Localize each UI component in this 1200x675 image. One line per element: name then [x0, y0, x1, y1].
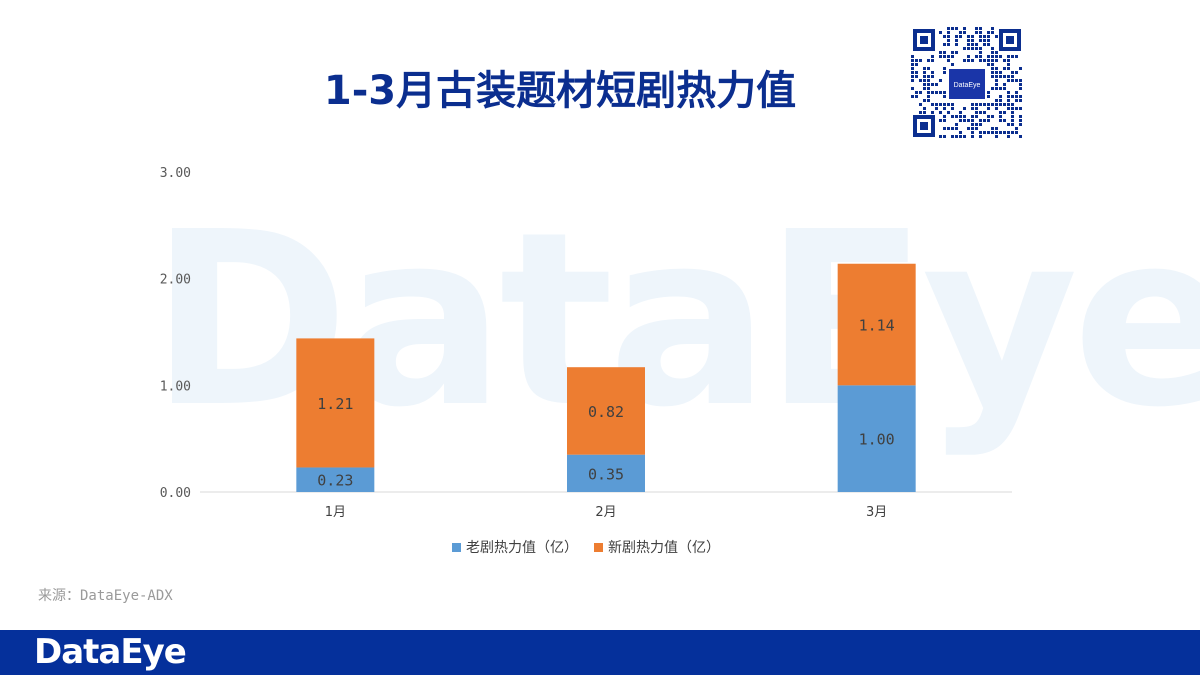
data-label: 1.00	[859, 431, 895, 449]
data-label: 0.82	[588, 403, 624, 421]
x-tick-label: 2月	[595, 505, 616, 520]
y-tick-label: 0.00	[160, 486, 191, 501]
data-label: 0.23	[317, 472, 353, 490]
x-tick-label: 3月	[866, 505, 887, 520]
page-title: 1-3月古装题材短剧热力值	[323, 68, 797, 114]
footer-bar: DataEye	[0, 630, 1200, 675]
bar-segment	[837, 385, 916, 492]
x-axis: 1月 2月 3月	[325, 505, 888, 520]
data-label: 1.14	[859, 317, 895, 335]
bar-segment	[296, 338, 375, 468]
legend-label-new: 新剧热力值（亿）	[608, 540, 720, 556]
footer-logo: DataEye	[34, 632, 187, 672]
legend-swatch-old	[452, 542, 461, 552]
y-tick-label: 1.00	[160, 379, 191, 394]
legend-item-new: 新剧热力值（亿）	[594, 537, 720, 557]
x-tick-label: 1月	[325, 505, 346, 520]
data-label: 1.21	[317, 395, 353, 413]
legend-label-old: 老剧热力值（亿）	[466, 540, 578, 556]
qr-logo-text: DataEye	[954, 82, 981, 89]
legend-item-old: 老剧热力值（亿）	[452, 537, 578, 557]
bar-segment	[567, 367, 645, 455]
source-note: 来源：DataEye-ADX	[38, 588, 173, 604]
data-label: 0.35	[588, 465, 624, 483]
y-tick-label: 2.00	[160, 273, 191, 288]
qr-code: DataEye	[911, 27, 1023, 139]
stacked-bar-chart: 0.00 1.00 2.00 3.00 0.23 1.21 0.35 0.82 1.00 1.1…	[160, 166, 1012, 520]
y-tick-label: 3.00	[160, 166, 191, 181]
legend-swatch-new	[594, 542, 603, 552]
bar-segment	[567, 454, 645, 492]
y-axis: 0.00 1.00 2.00 3.00	[160, 166, 191, 501]
bar-segment	[296, 467, 375, 492]
bars: 0.23 1.21 0.35 0.82 1.00 1.14	[296, 263, 916, 492]
bar-segment	[837, 263, 916, 386]
qr-logo-box	[949, 69, 985, 99]
legend: 老剧热力值（亿） 新剧热力值（亿）	[0, 537, 1200, 557]
